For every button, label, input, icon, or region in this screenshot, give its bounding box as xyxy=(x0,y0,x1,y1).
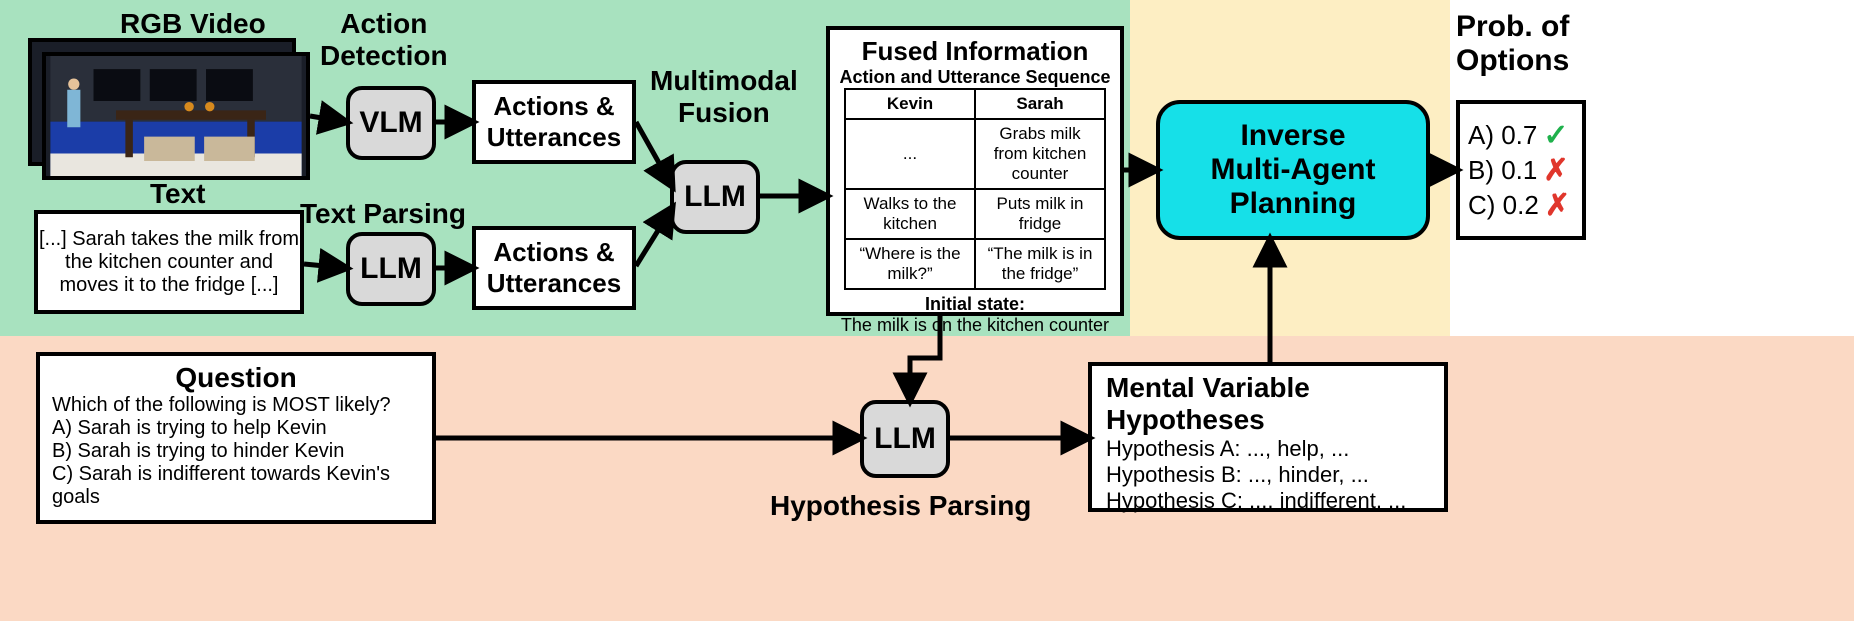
prob-option-row: A) 0.7✓ xyxy=(1468,118,1569,153)
check-icon: ✓ xyxy=(1543,118,1568,153)
fused-table-cell: Walks to the kitchen xyxy=(845,189,975,239)
label-hypothesis-parsing: Hypothesis Parsing xyxy=(770,490,1031,522)
llm-fusion-label: LLM xyxy=(684,180,746,214)
label-prob-of-options: Prob. ofOptions xyxy=(1456,10,1569,78)
llm-hypothesis-label: LLM xyxy=(874,422,936,456)
hypothesis-line: Hypothesis C: ..., indifferent, ... xyxy=(1106,488,1406,514)
label-text: Text xyxy=(150,178,206,210)
question-box: QuestionWhich of the following is MOST l… xyxy=(36,352,436,524)
prob-option-row: B) 0.1✗ xyxy=(1468,153,1569,188)
fused-table-cell: Grabs milk from kitchen counter xyxy=(975,119,1105,189)
x-icon: ✗ xyxy=(1545,188,1570,223)
actions-utterances-top: Actions &Utterances xyxy=(472,80,636,164)
label-rgb-video: RGB Video xyxy=(120,8,266,40)
initial-state-text: The milk is on the kitchen counter xyxy=(841,315,1109,336)
inverse-planning-box: InverseMulti-AgentPlanning xyxy=(1156,100,1430,240)
x-icon: ✗ xyxy=(1543,153,1568,188)
fused-information-box: Fused InformationAction and Utterance Se… xyxy=(826,26,1124,316)
mental-title: Mental Variable Hypotheses xyxy=(1106,372,1430,436)
fused-table-cell: “The milk is in the fridge” xyxy=(975,239,1105,289)
text-input-box: [...] Sarah takes the milk fromthe kitch… xyxy=(34,210,304,314)
initial-state-label: Initial state: xyxy=(925,294,1025,315)
kitchen-scene-icon xyxy=(46,56,306,176)
question-line: C) Sarah is indifferent towards Kevin's … xyxy=(52,463,420,509)
fused-table-cell: ... xyxy=(845,119,975,189)
question-line: Which of the following is MOST likely? xyxy=(52,394,391,417)
hypothesis-line: Hypothesis B: ..., hinder, ... xyxy=(1106,462,1369,488)
vlm-text: VLM xyxy=(359,106,422,140)
fused-title: Fused Information xyxy=(862,36,1089,67)
mental-hypotheses-box: Mental Variable HypothesesHypothesis A: … xyxy=(1088,362,1448,512)
fused-table: KevinSarah...Grabs milk from kitchen cou… xyxy=(844,88,1106,290)
fused-subtitle: Action and Utterance Sequence xyxy=(839,67,1110,88)
question-line: A) Sarah is trying to help Kevin xyxy=(52,417,327,440)
canvas: RGB Video ActionDetection Text Text Pars… xyxy=(0,0,1854,621)
fused-table-header: Sarah xyxy=(975,89,1105,119)
llm-hypothesis-box: LLM xyxy=(860,400,950,478)
actions-utterances-bottom: Actions &Utterances xyxy=(472,226,636,310)
llm-text-parsing-label: LLM xyxy=(360,252,422,286)
prob-option-label: A) 0.7 xyxy=(1468,120,1537,151)
fused-table-header: Kevin xyxy=(845,89,975,119)
prob-options-box: A) 0.7✓B) 0.1✗C) 0.2✗ xyxy=(1456,100,1586,240)
fused-table-cell: “Where is the milk?” xyxy=(845,239,975,289)
video-thumb-front xyxy=(42,52,310,180)
fused-table-cell: Puts milk in fridge xyxy=(975,189,1105,239)
llm-text-parsing-box: LLM xyxy=(346,232,436,306)
question-line: B) Sarah is trying to hinder Kevin xyxy=(52,440,344,463)
prob-option-label: B) 0.1 xyxy=(1468,155,1537,186)
label-multimodal-fusion: MultimodalFusion xyxy=(650,65,798,129)
hypothesis-line: Hypothesis A: ..., help, ... xyxy=(1106,436,1349,462)
label-action-detection: ActionDetection xyxy=(320,8,448,72)
label-text-parsing: Text Parsing xyxy=(300,198,466,230)
prob-option-row: C) 0.2✗ xyxy=(1468,188,1570,223)
vlm-box: VLM xyxy=(346,86,436,160)
question-title: Question xyxy=(175,362,296,394)
llm-fusion-box: LLM xyxy=(670,160,760,234)
prob-option-label: C) 0.2 xyxy=(1468,190,1539,221)
